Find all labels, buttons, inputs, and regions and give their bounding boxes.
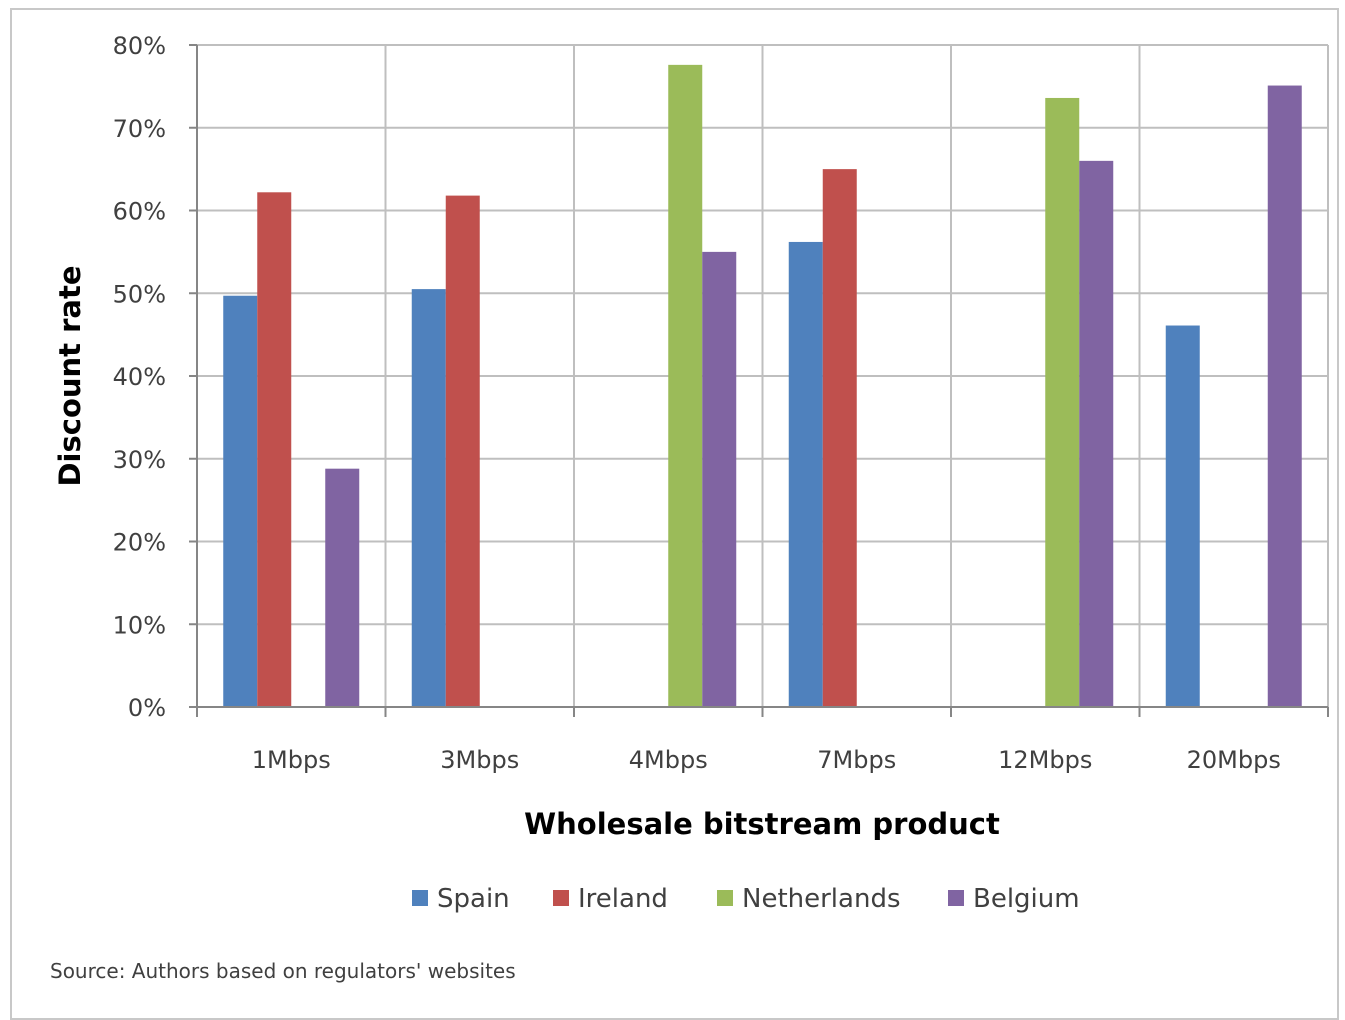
- y-tick-label: 50%: [113, 280, 166, 308]
- x-tick-label: 4Mbps: [629, 746, 708, 774]
- legend-swatch-spain: [412, 890, 428, 906]
- bar-belgium-4mbps: [702, 251, 737, 707]
- bar-ireland-1mbps: [257, 192, 292, 708]
- y-tick-label: 0%: [128, 694, 166, 722]
- bar-spain-7mbps: [788, 241, 823, 707]
- legend-label-belgium: Belgium: [973, 884, 1080, 914]
- axes: [189, 44, 1329, 717]
- bar-netherlands-4mbps: [668, 64, 703, 708]
- bar-spain-3mbps: [411, 289, 446, 707]
- gridlines: [196, 44, 1329, 708]
- legend-label-netherlands: Netherlands: [742, 884, 901, 914]
- x-axis-title: Wholesale bitstream product: [524, 807, 1000, 841]
- x-tick-label: 7Mbps: [817, 746, 896, 774]
- x-tick-label: 20Mbps: [1187, 746, 1281, 774]
- y-tick-label: 80%: [113, 32, 166, 60]
- bars: [223, 64, 1302, 708]
- legend-swatch-netherlands: [717, 890, 733, 906]
- bar-ireland-7mbps: [822, 169, 857, 707]
- bar-ireland-3mbps: [445, 195, 480, 708]
- x-tick-label: 3Mbps: [440, 746, 519, 774]
- y-tick-label: 40%: [113, 363, 166, 391]
- y-axis-title: Discount rate: [53, 265, 87, 486]
- bar-belgium-1mbps: [325, 468, 360, 707]
- y-tick-label: 60%: [113, 198, 166, 226]
- y-tick-label: 70%: [113, 115, 166, 143]
- y-tick-label: 30%: [113, 446, 166, 474]
- legend-label-ireland: Ireland: [578, 884, 668, 914]
- source-note: Source: Authors based on regulators' web…: [50, 959, 516, 983]
- legend-swatch-ireland: [553, 890, 569, 906]
- y-tick-labels: 0% 10% 20% 30% 40% 50% 60% 70% 80%: [113, 32, 166, 722]
- x-tick-label: 12Mbps: [998, 746, 1092, 774]
- bar-spain-1mbps: [223, 295, 258, 707]
- x-tick-labels: 1Mbps 3Mbps 4Mbps 7Mbps 12Mbps 20Mbps: [252, 746, 1281, 774]
- y-tick-label: 10%: [113, 611, 166, 639]
- legend-label-spain: Spain: [437, 884, 510, 914]
- legend-swatch-belgium: [948, 890, 964, 906]
- y-tick-label: 20%: [113, 529, 166, 557]
- bar-netherlands-12mbps: [1045, 97, 1080, 707]
- bar-belgium-20mbps: [1267, 85, 1302, 708]
- bar-belgium-12mbps: [1079, 160, 1114, 708]
- bar-spain-20mbps: [1165, 325, 1200, 707]
- x-tick-label: 1Mbps: [252, 746, 331, 774]
- legend: Spain Ireland Netherlands Belgium: [412, 884, 1080, 914]
